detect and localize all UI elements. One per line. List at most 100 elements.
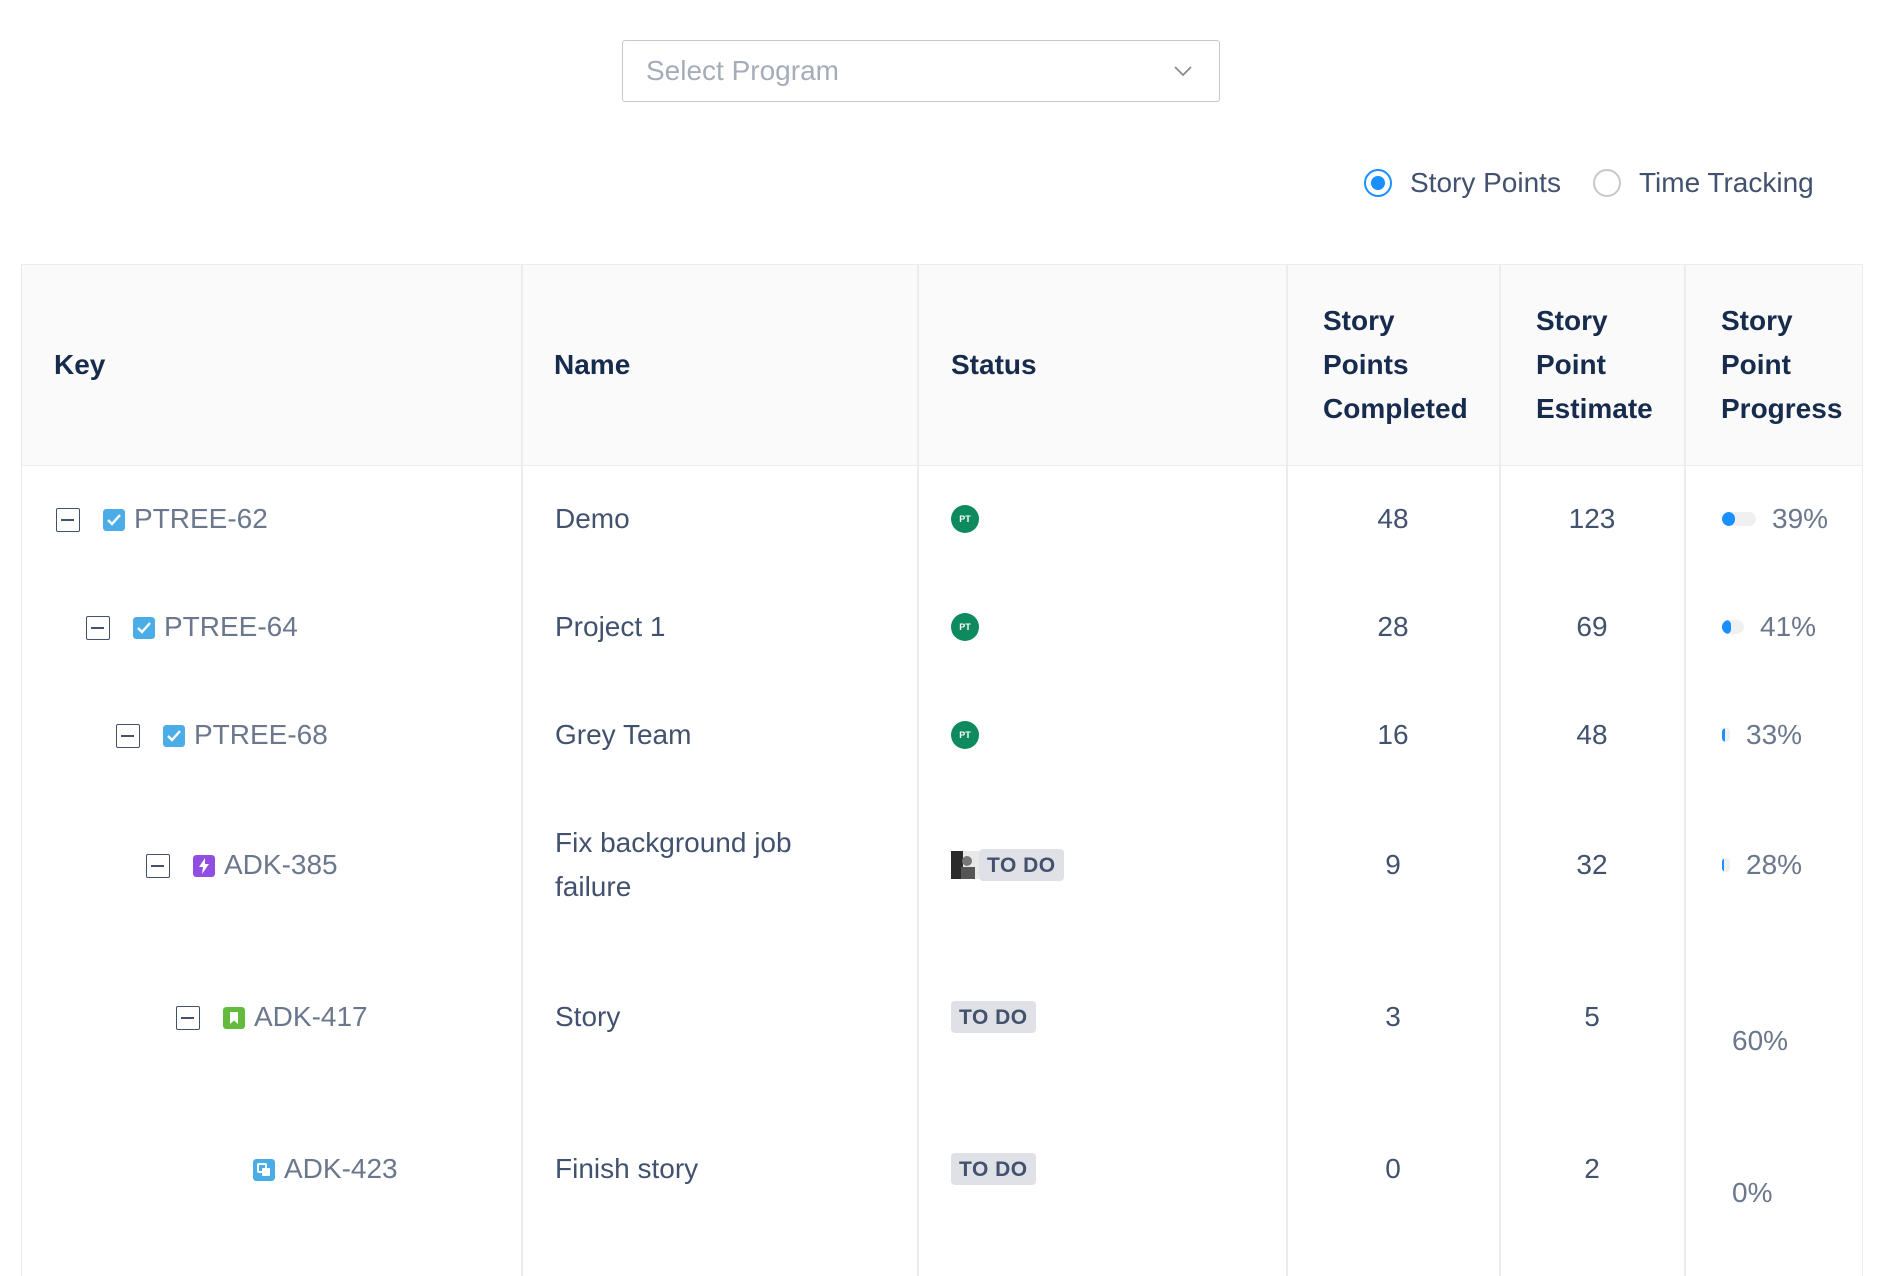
progress-percent: 33% (1746, 719, 1803, 750)
issue-name: Project 1 (555, 611, 666, 642)
issue-name: Story (555, 1001, 621, 1032)
epic-icon (193, 855, 215, 877)
header-point-progress: Story Point Progress (1721, 299, 1842, 431)
progress-cell: 39% (1722, 497, 1828, 541)
status-lozenge: TO DO (979, 849, 1064, 881)
radio-unselected-icon[interactable] (1592, 169, 1621, 197)
status-avatar: PT (951, 505, 979, 533)
program-select[interactable]: Select Program (622, 40, 1220, 102)
points-completed: 0 (1385, 1153, 1401, 1184)
header-status: Status (951, 349, 1037, 380)
issue-name: Grey Team (555, 719, 692, 750)
status-lozenge: TO DO (951, 1153, 1036, 1185)
issue-name-line: Fix background job (555, 827, 792, 858)
table-header: Key Name Status Story Points Completed S… (22, 265, 1862, 466)
collapse-toggle-icon[interactable] (146, 854, 170, 878)
table-row: PTREE-68 Grey Team PT 16 48 33% (22, 713, 1862, 821)
mode-radio-group: Story Points Time Tracking (1364, 160, 1814, 206)
issue-key-link[interactable]: ADK-417 (254, 1001, 368, 1032)
story-icon (223, 1007, 245, 1029)
header-line: Points (1323, 349, 1409, 380)
status-avatar: PT (951, 721, 979, 749)
point-estimate: 5 (1584, 1001, 1600, 1032)
table-row: ADK-417 Story TO DO 3 5 60% (22, 973, 1862, 1125)
points-completed: 28 (1377, 611, 1409, 642)
column-divider (917, 265, 919, 1276)
table-row: ADK-423 Finish story TO DO 0 2 0% (22, 1125, 1862, 1276)
point-estimate: 48 (1576, 719, 1608, 750)
column-divider (521, 265, 523, 1276)
issue-name: Finish story (555, 1153, 699, 1184)
issue-key-link[interactable]: PTREE-68 (194, 719, 328, 750)
progress-fill (1722, 728, 1725, 742)
header-line: Story (1721, 305, 1793, 336)
progress-cell: 60% (1732, 1019, 1788, 1063)
progress-bar (1722, 512, 1756, 526)
status-avatar: PT (951, 613, 979, 641)
header-line: Completed (1323, 393, 1468, 424)
collapse-toggle-icon[interactable] (86, 616, 110, 640)
header-line: Point (1536, 349, 1606, 380)
issue-key-link[interactable]: ADK-423 (284, 1153, 398, 1184)
table-row: PTREE-64 Project 1 PT 28 69 41% (22, 605, 1862, 713)
header-point-estimate: Story Point Estimate (1536, 299, 1653, 431)
program-select-placeholder: Select Program (646, 55, 839, 86)
radio-story-points-label: Story Points (1410, 167, 1561, 198)
points-completed: 16 (1377, 719, 1409, 750)
collapse-toggle-icon[interactable] (176, 1006, 200, 1030)
checkbox-icon (133, 617, 155, 639)
progress-percent: 28% (1746, 849, 1803, 880)
progress-cell: 33% (1722, 713, 1802, 757)
progress-percent: 41% (1760, 611, 1817, 642)
points-completed: 48 (1377, 503, 1409, 534)
column-divider (1684, 265, 1686, 1276)
progress-fill (1722, 620, 1732, 634)
issue-name: Demo (555, 503, 630, 534)
hierarchy-table: Key Name Status Story Points Completed S… (21, 264, 1863, 1276)
issue-key-link[interactable]: PTREE-64 (164, 611, 298, 642)
header-line: Progress (1721, 393, 1843, 424)
progress-bar (1722, 858, 1730, 872)
checkbox-icon (163, 725, 185, 747)
progress-fill (1722, 858, 1725, 872)
collapse-toggle-icon[interactable] (116, 724, 140, 748)
progress-cell: 41% (1722, 605, 1816, 649)
header-line: Story (1323, 305, 1395, 336)
points-completed: 9 (1385, 849, 1401, 880)
issue-key-link[interactable]: PTREE-62 (134, 503, 268, 534)
progress-percent: 39% (1772, 503, 1829, 534)
progress-percent: 0% (1732, 1177, 1773, 1208)
point-estimate: 69 (1576, 611, 1608, 642)
progress-cell: 0% (1732, 1171, 1772, 1215)
table-row: PTREE-62 Demo PT 48 123 39% (22, 497, 1862, 605)
status-lozenge: TO DO (951, 1001, 1036, 1033)
header-key: Key (54, 349, 106, 380)
point-estimate: 123 (1568, 503, 1616, 534)
radio-time-tracking-label: Time Tracking (1638, 167, 1814, 198)
progress-fill (1722, 512, 1736, 526)
issue-name-line: failure (555, 871, 632, 902)
progress-bar (1722, 728, 1730, 742)
column-divider (1499, 265, 1501, 1276)
issue-key-link[interactable]: ADK-385 (224, 849, 338, 880)
radio-story-points[interactable]: Story Points (1364, 167, 1561, 199)
header-line: Story (1536, 305, 1608, 336)
issue-name: Fix background job failure (555, 821, 792, 909)
assignee-avatar (951, 851, 979, 879)
header-name: Name (554, 349, 631, 380)
header-points-completed: Story Points Completed (1323, 299, 1468, 431)
radio-time-tracking[interactable]: Time Tracking (1592, 167, 1814, 199)
chevron-down-icon (1174, 66, 1192, 77)
column-divider (1286, 265, 1288, 1276)
header-line: Point (1721, 349, 1791, 380)
progress-bar (1722, 620, 1744, 634)
table-row: ADK-385 Fix background job failure TO DO… (22, 821, 1862, 973)
points-completed: 3 (1385, 1001, 1401, 1032)
point-estimate: 2 (1584, 1153, 1600, 1184)
radio-selected-icon[interactable] (1364, 169, 1392, 197)
subtask-icon (253, 1159, 275, 1181)
header-line: Estimate (1536, 393, 1653, 424)
collapse-toggle-icon[interactable] (56, 508, 80, 532)
point-estimate: 32 (1576, 849, 1608, 880)
progress-cell: 28% (1722, 843, 1802, 887)
